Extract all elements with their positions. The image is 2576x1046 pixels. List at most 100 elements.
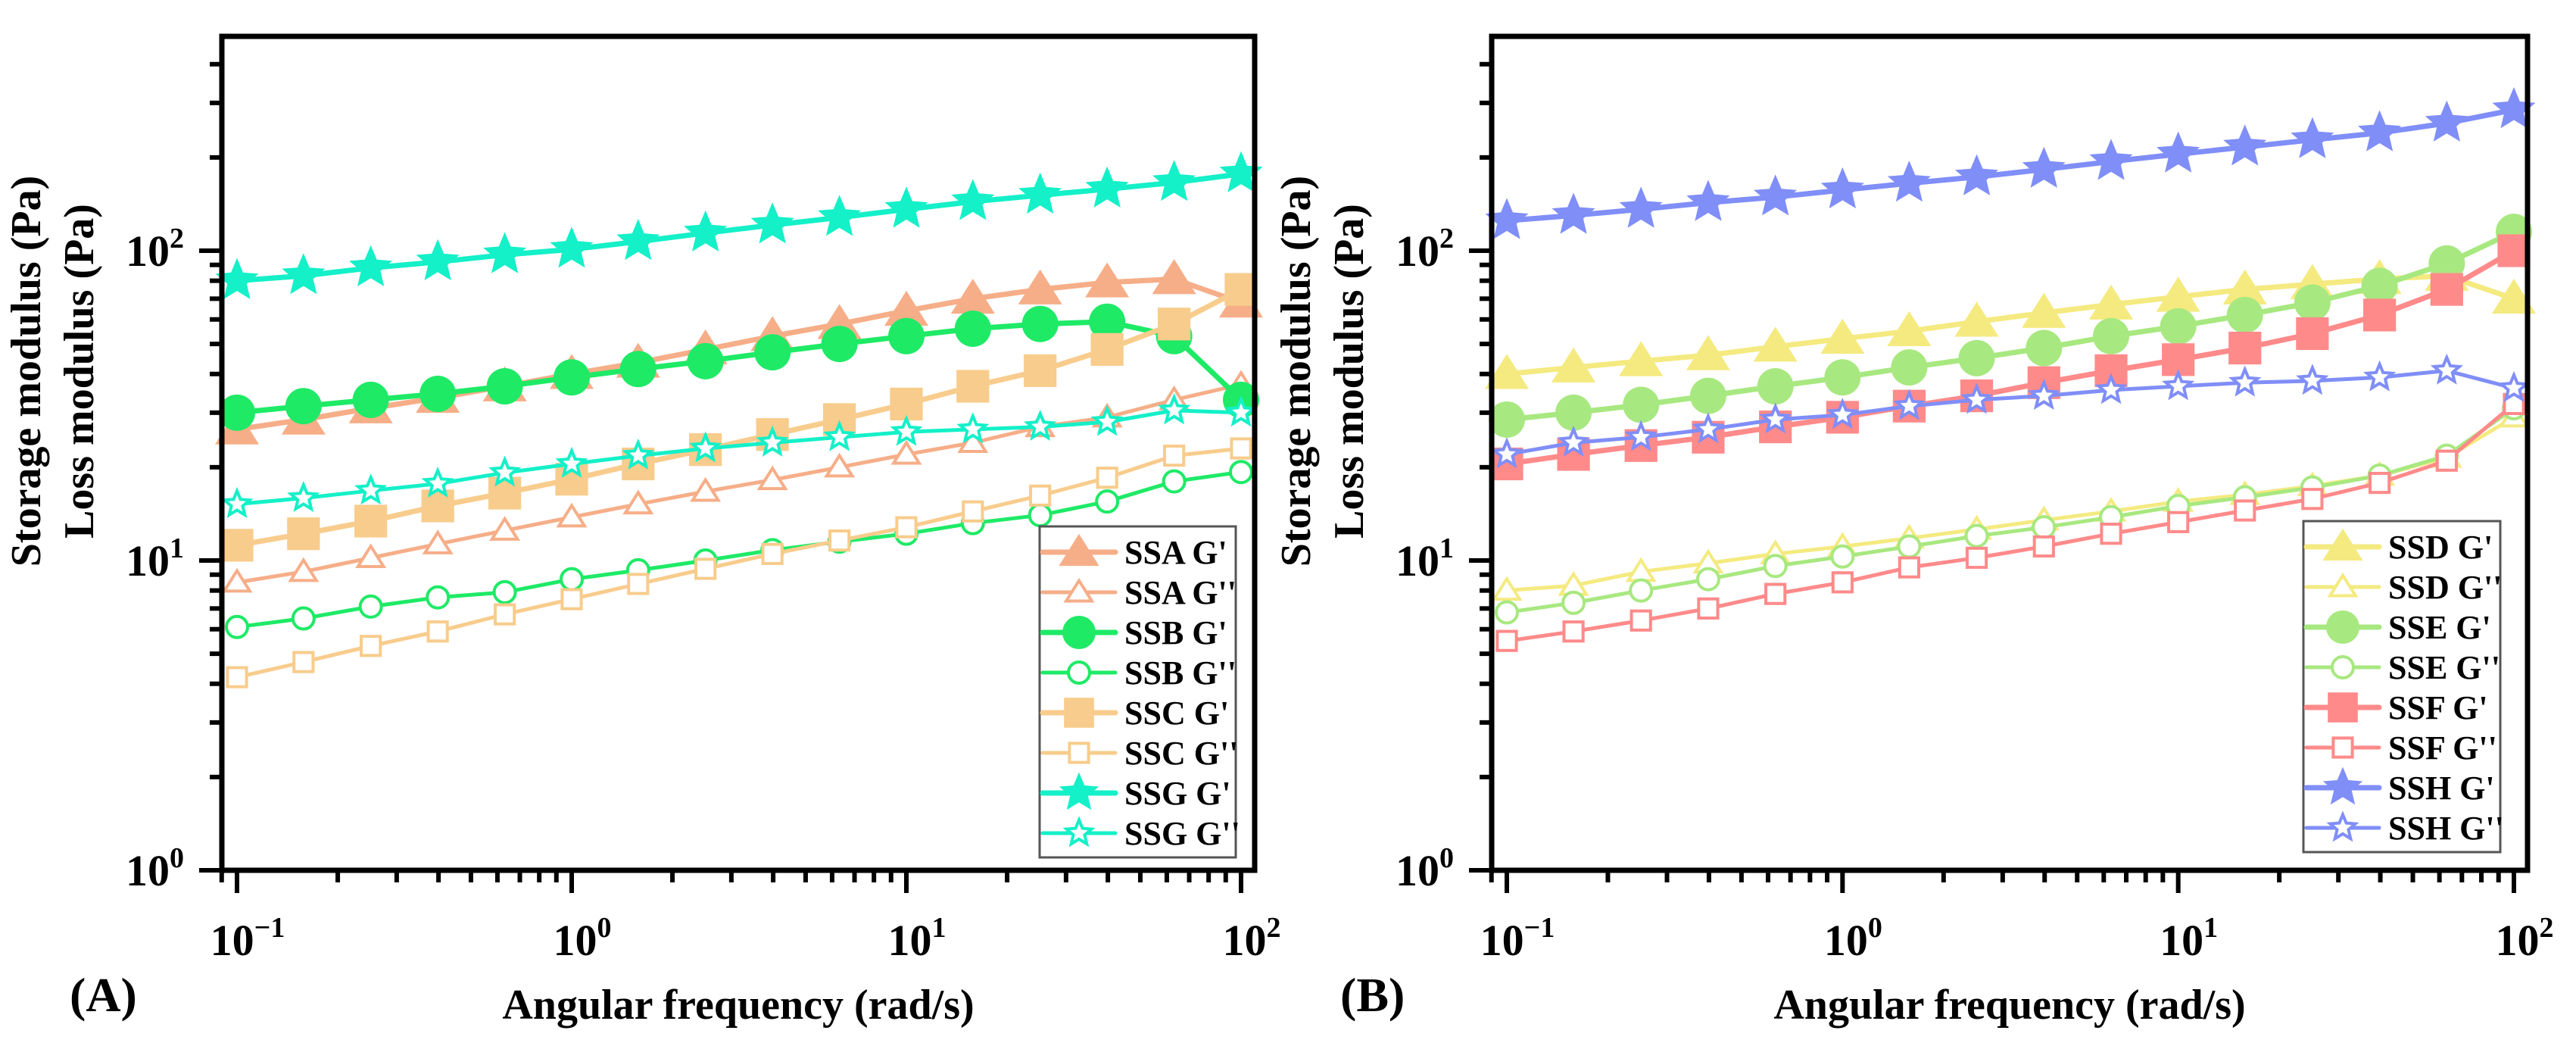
data-point-star-marker	[1552, 192, 1595, 234]
legend-item: SSF G'	[2303, 689, 2488, 726]
legend-label: SSH G''	[2388, 810, 2504, 847]
data-point-star-marker	[1024, 409, 1057, 441]
x-axis-title: Angular frequency (rad/s)	[502, 982, 974, 1029]
series-ssd-gp	[1484, 255, 2537, 389]
series-line	[1506, 107, 2515, 223]
data-point-star-marker	[2291, 117, 2334, 158]
legend-label: SSE G'	[2388, 609, 2491, 646]
data-point-triangle-marker	[824, 452, 856, 478]
legend-label: SSF G'	[2388, 689, 2488, 726]
data-point-circle-marker	[291, 606, 316, 631]
data-point-square-marker	[488, 476, 522, 510]
data-point-square-marker	[761, 542, 784, 565]
data-point-star-marker	[1960, 382, 1994, 414]
legend-square-marker	[1064, 698, 1094, 728]
data-point-triangle-marker	[1954, 301, 1999, 337]
data-point-circle-marker	[1689, 377, 1726, 414]
data-point-triangle-marker	[756, 465, 788, 491]
data-point-triangle-marker	[622, 489, 654, 515]
data-point-star-marker	[689, 431, 722, 463]
tick-base: 10	[2160, 916, 2203, 965]
tick-exponent: 2	[1439, 223, 1454, 254]
data-point-circle-marker	[1095, 489, 1120, 514]
data-point-star-marker	[2430, 353, 2463, 385]
x-tick-label: 10−1	[211, 912, 285, 965]
legend-label: SSC G'	[1124, 695, 1229, 732]
panel-label: (B)	[1340, 968, 1405, 1022]
data-point-star-marker	[2425, 100, 2468, 142]
y-tick-label: 102	[1396, 223, 1454, 276]
tick-base: 10	[1223, 916, 1267, 965]
data-point-square-marker	[2430, 273, 2463, 306]
legend-item: SSF G''	[2304, 729, 2497, 767]
legend-circle-marker	[1062, 616, 1096, 649]
data-point-triangle-marker	[1018, 269, 1062, 304]
data-point-circle-marker	[754, 334, 791, 371]
data-point-square-marker	[287, 517, 320, 551]
legend-item: SSA G''	[1040, 574, 1237, 611]
data-point-circle-marker	[1824, 359, 1861, 396]
data-point-circle-marker	[358, 594, 383, 619]
data-point-star-marker	[1686, 180, 1730, 221]
data-point-triangle-marker	[288, 557, 320, 582]
data-point-star-marker	[1158, 393, 1191, 425]
data-point-triangle-marker	[556, 502, 588, 528]
data-point-square-marker	[2435, 449, 2458, 472]
data-point-square-marker	[2363, 298, 2397, 332]
data-point-circle-marker	[1561, 590, 1586, 615]
data-point-circle-marker	[554, 359, 590, 396]
series-line	[236, 286, 1243, 548]
data-point-circle-marker	[619, 351, 656, 388]
series-line	[1506, 248, 2515, 467]
data-point-star-marker	[416, 239, 460, 281]
series-ssc-gp	[220, 273, 1258, 562]
tick-exponent: 0	[597, 912, 612, 944]
data-point-star-marker	[1090, 404, 1124, 436]
data-point-circle-marker	[560, 567, 584, 592]
legend-box	[2302, 520, 2502, 854]
plot-frame	[1489, 33, 2531, 873]
data-point-star-marker	[555, 446, 588, 478]
data-point-star-marker	[349, 245, 393, 286]
x-tick-label: 101	[2160, 912, 2218, 965]
legend-label: SSD G'	[2388, 529, 2493, 566]
y-tick-label: 101	[126, 532, 184, 585]
data-point-star-marker	[1955, 154, 1999, 195]
series-ssg-gpp	[220, 393, 1258, 519]
data-point-square-marker	[828, 529, 851, 552]
data-point-circle-marker	[1830, 544, 1855, 569]
data-point-circle-marker	[687, 342, 724, 379]
data-point-star-marker	[1892, 389, 1926, 420]
data-point-square-marker	[1096, 467, 1118, 489]
data-point-circle-marker	[2428, 245, 2465, 282]
data-point-triangle-marker	[1484, 354, 1530, 389]
tick-base: 10	[126, 846, 170, 895]
x-tick-label: 10−1	[1480, 912, 1555, 965]
legend: SSA G'SSA G''SSB G'SSB G''SSC G'SSC G''S…	[1038, 525, 1240, 859]
series-ssf-gpp	[1495, 392, 2525, 652]
data-point-circle-marker	[1891, 349, 1928, 386]
data-point-triangle-marker	[950, 278, 995, 314]
legend-item: SSC G''	[1040, 735, 1238, 772]
data-point-circle-marker	[426, 585, 451, 610]
series-ssh-gpp	[1490, 353, 2531, 469]
data-point-circle-marker	[2032, 515, 2057, 540]
data-point-square-marker	[1224, 273, 1258, 306]
data-point-star-marker	[1224, 395, 1258, 427]
data-point-star-marker	[1485, 198, 1529, 239]
data-point-star-marker	[421, 466, 454, 498]
tick-base: 10	[1480, 916, 1524, 965]
data-point-square-marker	[2167, 511, 2190, 533]
legend-item: SSA G'	[1040, 533, 1227, 571]
data-point-square-marker	[226, 666, 248, 688]
data-point-circle-marker	[1229, 460, 1253, 485]
legend-star-marker	[2326, 810, 2359, 842]
plot-area	[1484, 87, 2537, 652]
x-axis-title: Angular frequency (rad/s)	[1773, 982, 2245, 1029]
data-point-circle-marker	[1629, 578, 1654, 603]
data-point-star-marker	[2497, 370, 2531, 402]
series-line	[236, 171, 1242, 284]
tick-exponent: 0	[1868, 912, 1882, 944]
data-point-star-marker	[2094, 373, 2128, 404]
data-point-star-marker	[756, 425, 789, 457]
